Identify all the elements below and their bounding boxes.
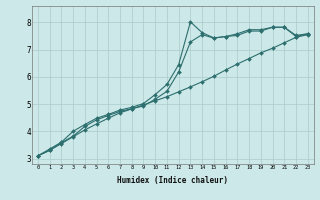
X-axis label: Humidex (Indice chaleur): Humidex (Indice chaleur) (117, 176, 228, 185)
